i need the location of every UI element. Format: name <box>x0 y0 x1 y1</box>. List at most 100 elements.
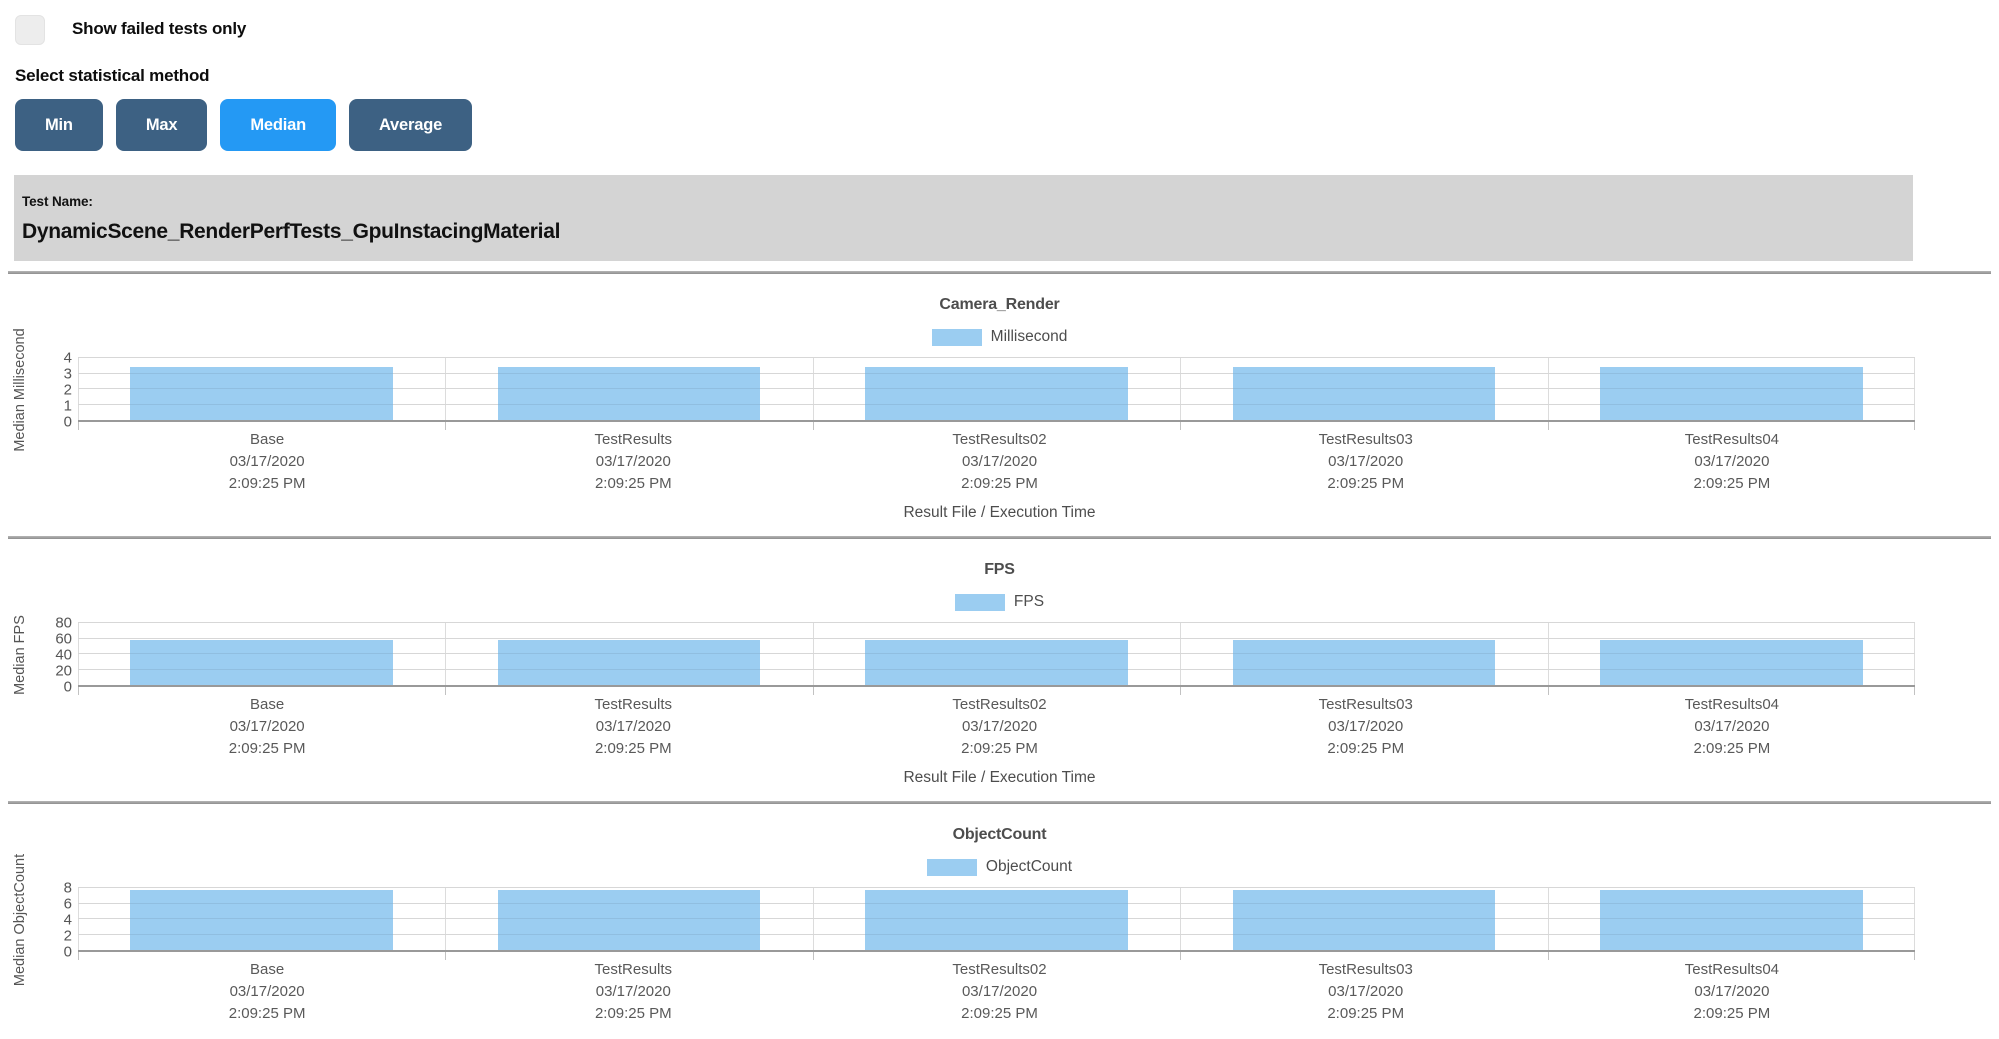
y-tick-label: 8 <box>63 879 72 897</box>
bar-testresults[interactable] <box>497 890 761 950</box>
chart-objectcount: ObjectCount ObjectCount Median ObjectCount… <box>0 826 1999 1025</box>
grid-hline-overlay <box>78 357 1915 358</box>
stat-button-max[interactable]: Max <box>115 99 208 151</box>
y-tick-label: 40 <box>55 646 72 664</box>
category-label-testresults03: TestResults03 03/17/2020 2:09:25 PM <box>1183 429 1549 495</box>
category-time: 2:09:25 PM <box>1327 1005 1405 1022</box>
bar-testresults04[interactable] <box>1599 367 1863 420</box>
x-tick-mark <box>1914 952 1915 960</box>
category-label-testresults04: TestResults04 03/17/2020 2:09:25 PM <box>1549 694 1915 760</box>
category-date: 03/17/2020 <box>961 453 1038 470</box>
grid-vline <box>1914 358 1915 420</box>
bar-testresults03[interactable] <box>1232 890 1496 950</box>
grid-vline <box>1547 358 1549 420</box>
stat-button-median[interactable]: Median <box>220 99 336 151</box>
bar-testresults04[interactable] <box>1599 890 1863 950</box>
x-tick-mark <box>78 687 79 695</box>
plot-row: Median Millisecond 0 1 2 3 4 <box>0 328 1915 452</box>
stat-button-min[interactable]: Min <box>15 99 103 151</box>
category-name: Base <box>250 961 285 978</box>
show-failed-row: Show failed tests only <box>15 15 1999 45</box>
legend-label: Millisecond <box>990 328 1068 345</box>
legend-swatch-icon <box>926 858 977 876</box>
category-date: 03/17/2020 <box>1328 718 1404 735</box>
grid-vline <box>1180 623 1182 685</box>
category-time: 2:09:25 PM <box>961 740 1038 757</box>
bar-base[interactable] <box>130 367 394 420</box>
bar-testresults[interactable] <box>497 640 761 685</box>
category-label-testresults02: TestResults02 03/17/2020 2:09:25 PM <box>816 429 1182 495</box>
category-time: 2:09:25 PM <box>1693 740 1771 757</box>
category-name: Base <box>250 696 285 713</box>
legend-swatch-icon <box>954 593 1005 611</box>
grid-vline <box>78 888 79 950</box>
category-time: 2:09:25 PM <box>1327 740 1405 757</box>
x-axis-title: Result File / Execution Time <box>903 769 1096 786</box>
bar-testresults03[interactable] <box>1232 640 1496 685</box>
category-time: 2:09:25 PM <box>228 1005 306 1022</box>
stat-method-label: Select statistical method <box>15 66 210 85</box>
category-label-testresults04: TestResults04 03/17/2020 2:09:25 PM <box>1549 959 1915 1025</box>
category-name: TestResults <box>594 696 673 713</box>
chart-title: ObjectCount <box>952 826 1047 843</box>
x-tick-mark <box>1547 952 1549 960</box>
y-tick-label: 20 <box>55 662 72 680</box>
category-date: 03/17/2020 <box>1328 983 1404 1000</box>
x-tick-mark <box>1180 422 1182 430</box>
bar-testresults[interactable] <box>497 367 761 420</box>
grid-hline-overlay <box>78 403 1915 405</box>
category-date: 03/17/2020 <box>595 453 671 470</box>
grid-hline <box>78 637 1915 639</box>
legend-label: FPS <box>1013 593 1045 610</box>
category-time: 2:09:25 PM <box>1327 475 1405 492</box>
grid-vline <box>812 358 814 420</box>
category-label-testresults03: TestResults03 03/17/2020 2:09:25 PM <box>1183 694 1549 760</box>
chart-legend: Millisecond <box>84 328 1915 346</box>
bar-testresults04[interactable] <box>1599 640 1863 685</box>
x-tick-mark <box>812 687 814 695</box>
grid-hline <box>78 887 1915 888</box>
y-tick-label: 80 <box>55 614 72 632</box>
x-tick-mark <box>445 952 447 960</box>
category-time: 2:09:25 PM <box>228 740 306 757</box>
grid-hline-overlay <box>78 637 1915 639</box>
category-time: 2:09:25 PM <box>594 740 672 757</box>
bar-testresults02[interactable] <box>865 367 1128 420</box>
x-axis-categories: Base 03/17/2020 2:09:25 PM TestResults 03/17… <box>84 694 1915 760</box>
show-failed-checkbox[interactable] <box>15 15 45 45</box>
show-failed-label: Show failed tests only <box>72 19 247 38</box>
grid-hline <box>78 622 1915 623</box>
x-axis-title: Result File / Execution Time <box>903 504 1096 521</box>
grid-vline <box>445 623 447 685</box>
category-name: TestResults02 <box>952 961 1047 978</box>
bar-base[interactable] <box>130 890 394 950</box>
x-tick-mark <box>1914 422 1915 430</box>
stat-button-average[interactable]: Average <box>348 99 473 151</box>
x-axis-categories: Base 03/17/2020 2:09:25 PM TestResults 03/17… <box>84 959 1915 1025</box>
grid-hline-overlay <box>78 902 1915 904</box>
y-axis-title: Median ObjectCount <box>0 854 40 986</box>
chart-legend: FPS <box>84 593 1915 611</box>
grid-vline <box>1547 623 1549 685</box>
plot-area <box>78 357 1915 430</box>
bar-testresults02[interactable] <box>865 640 1128 685</box>
category-label-testresults: TestResults 03/17/2020 2:09:25 PM <box>450 429 816 495</box>
grid-vline <box>1180 358 1182 420</box>
bar-base[interactable] <box>130 640 394 685</box>
x-tick-mark <box>812 422 814 430</box>
y-tick-label: 6 <box>63 895 72 913</box>
category-label-testresults: TestResults 03/17/2020 2:09:25 PM <box>450 694 816 760</box>
grid-hline-overlay <box>78 388 1915 389</box>
y-tick-label: 2 <box>63 927 72 945</box>
category-date: 03/17/2020 <box>1694 983 1770 1000</box>
bar-testresults03[interactable] <box>1232 367 1496 420</box>
category-date: 03/17/2020 <box>961 983 1038 1000</box>
chart-fps: FPS FPS Median FPS 0 20 40 60 80 Base 03/17/2020 2… <box>0 561 1999 787</box>
category-date: 03/17/2020 <box>961 718 1038 735</box>
y-axis-title-text: Median ObjectCount <box>12 853 28 987</box>
x-tick-mark <box>1914 687 1915 695</box>
bar-testresults02[interactable] <box>865 890 1128 950</box>
grid-vline <box>1914 623 1915 685</box>
grid-vline <box>445 358 447 420</box>
